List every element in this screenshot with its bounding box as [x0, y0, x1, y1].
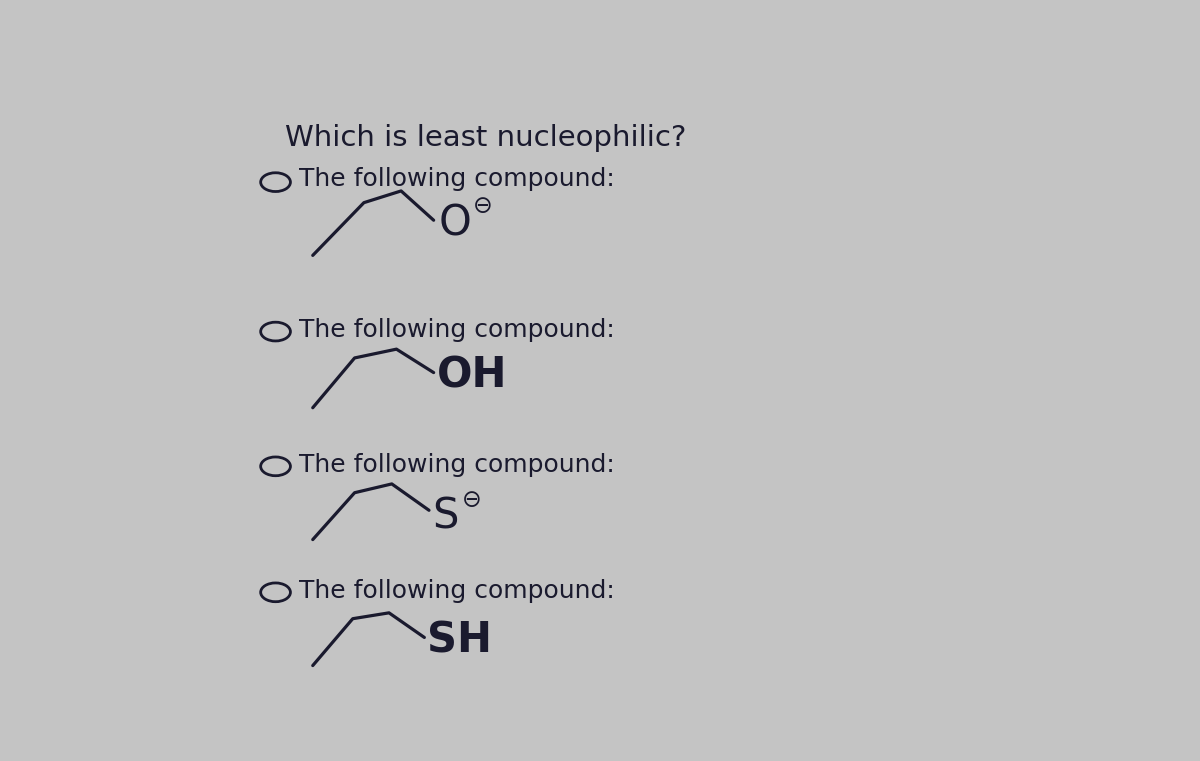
Text: The following compound:: The following compound:: [299, 318, 614, 342]
Text: ⊖: ⊖: [462, 488, 481, 511]
Text: OH: OH: [437, 355, 506, 396]
Text: SH: SH: [427, 619, 492, 661]
Text: Which is least nucleophilic?: Which is least nucleophilic?: [284, 123, 686, 151]
Text: The following compound:: The following compound:: [299, 453, 614, 476]
Text: O: O: [438, 202, 472, 244]
Text: ⊖: ⊖: [473, 193, 492, 218]
Text: S: S: [432, 495, 458, 537]
Text: The following compound:: The following compound:: [299, 578, 614, 603]
Text: The following compound:: The following compound:: [299, 167, 614, 191]
